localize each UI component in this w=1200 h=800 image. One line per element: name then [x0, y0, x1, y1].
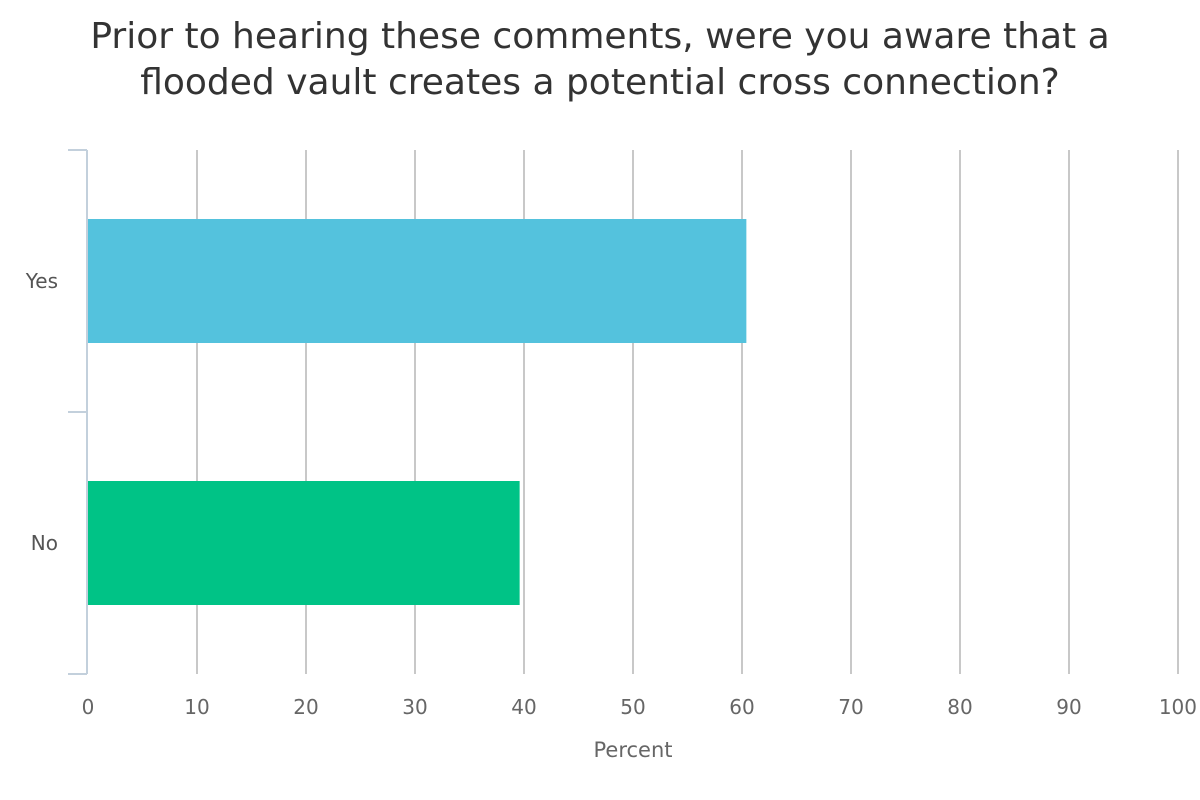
- category-labels: Yes No: [25, 269, 58, 555]
- category-axis: [68, 149, 88, 675]
- bar-yes: [88, 219, 747, 343]
- x-tick-label-0: 0: [82, 695, 95, 719]
- x-tick-label-20: 20: [293, 695, 318, 719]
- x-axis-title: Percent: [593, 738, 672, 762]
- x-tick-label-100: 100: [1159, 695, 1197, 719]
- x-tick-label-50: 50: [620, 695, 645, 719]
- x-tick-label-70: 70: [838, 695, 863, 719]
- x-tick-label-30: 30: [402, 695, 427, 719]
- x-tick-label-10: 10: [184, 695, 209, 719]
- chart-title: Prior to hearing these comments, were yo…: [0, 14, 1200, 106]
- x-tick-label-40: 40: [511, 695, 536, 719]
- category-label-no: No: [31, 531, 58, 555]
- chart-title-line-1: Prior to hearing these comments, were yo…: [90, 16, 1110, 57]
- x-tick-label-90: 90: [1056, 695, 1081, 719]
- x-tick-label-60: 60: [729, 695, 754, 719]
- bar-no: [88, 481, 520, 605]
- chart-title-line-2: flooded vault creates a potential cross …: [140, 62, 1060, 103]
- x-tick-labels: 0 10 20 30 40 50 60 70 80 90 100: [82, 695, 1197, 719]
- category-label-yes: Yes: [25, 269, 58, 293]
- bars: [88, 219, 747, 605]
- x-tick-label-80: 80: [947, 695, 972, 719]
